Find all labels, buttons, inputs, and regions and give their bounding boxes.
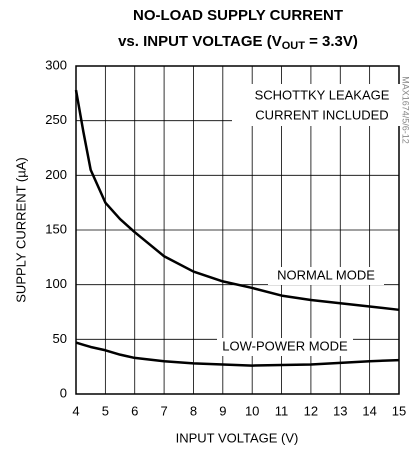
x-tick-label: 9 <box>219 403 226 418</box>
x-tick-label: 7 <box>160 403 167 418</box>
y-tick-label: 150 <box>45 221 67 236</box>
y-tick-label: 100 <box>45 276 67 291</box>
x-tick-label: 5 <box>102 403 109 418</box>
plot-frame <box>75 65 400 395</box>
watermark: MAX1674/5/6-12 <box>401 76 410 144</box>
labels: SCHOTTKY LEAKAGE CURRENT INCLUDED MAX167… <box>232 76 410 144</box>
y-axis-label: SUPPLY CURRENT (µA) <box>13 157 28 302</box>
x-tick-label: 13 <box>333 403 347 418</box>
label-bg <box>268 267 384 285</box>
chart-title: vs. INPUT VOLTAGE (VOUT = 3.3V) <box>118 33 358 52</box>
title-part: = 3.3V) <box>305 33 358 50</box>
label-bg <box>232 84 410 126</box>
x-tick-label: 14 <box>362 403 376 418</box>
x-tick-label: 6 <box>131 403 138 418</box>
y-tick-label: 50 <box>53 331 67 346</box>
y-tick-label: 200 <box>45 167 67 182</box>
x-axis-label: INPUT VOLTAGE (V) <box>176 430 299 445</box>
x-tick-label: 8 <box>190 403 197 418</box>
annotation: CURRENT INCLUDED <box>255 107 388 122</box>
y-tick-label: 300 <box>45 57 67 72</box>
line <box>75 341 400 367</box>
x-tick-label: 10 <box>245 403 259 418</box>
x-tick-label: 4 <box>72 403 79 418</box>
title-part: vs. INPUT VOLTAGE (V <box>118 33 282 50</box>
title-subscript: OUT <box>282 40 306 52</box>
y-tick-label: 250 <box>45 112 67 127</box>
label-bg <box>217 338 353 356</box>
series-label: LOW-POWER MODE <box>222 338 348 353</box>
line <box>74 89 400 312</box>
y-tick-label: 0 <box>60 385 67 400</box>
annotation: SCHOTTKY LEAKAGE <box>255 87 390 102</box>
x-tick-label: 11 <box>275 403 289 418</box>
chart-title: NO-LOAD SUPPLY CURRENT <box>133 7 343 24</box>
x-tick-label: 15 <box>392 403 406 418</box>
series-label: NORMAL MODE <box>277 267 375 282</box>
x-tick-label: 12 <box>304 403 318 418</box>
